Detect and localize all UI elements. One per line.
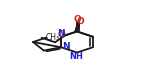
Text: O: O <box>58 30 65 39</box>
Text: N: N <box>57 29 65 38</box>
Text: CH₃: CH₃ <box>45 33 59 42</box>
Text: O: O <box>76 17 84 26</box>
Text: NH: NH <box>69 52 83 61</box>
Text: N: N <box>62 42 69 51</box>
Text: O: O <box>74 15 82 24</box>
